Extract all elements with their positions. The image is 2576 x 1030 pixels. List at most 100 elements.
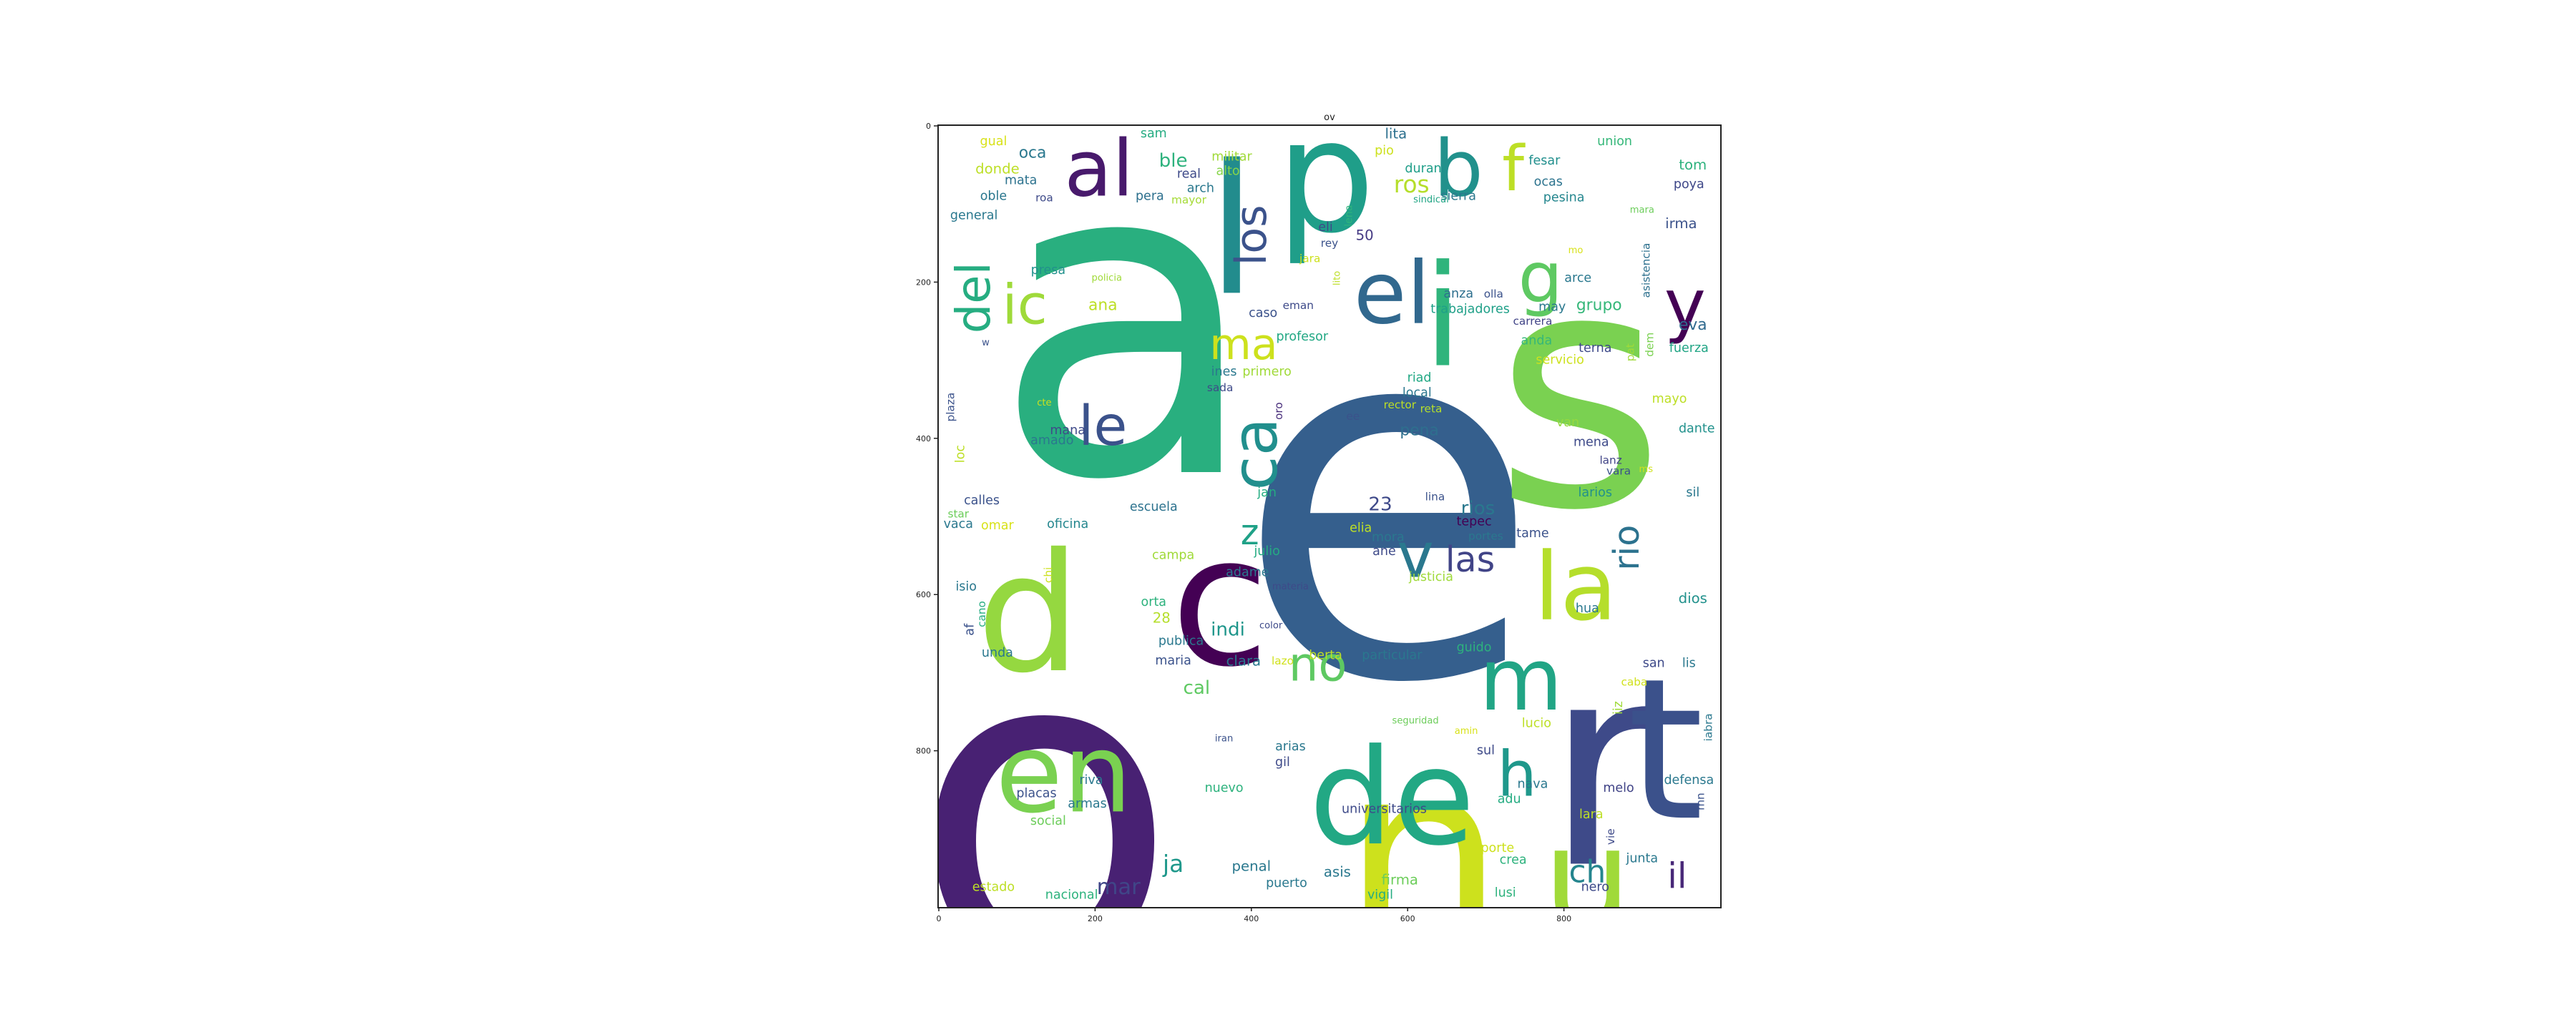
word-50: 50	[1356, 227, 1374, 243]
word-2: o	[910, 555, 1178, 1030]
x-tick-label: 0	[937, 914, 942, 923]
word-5: n	[1342, 706, 1505, 1006]
axes: 0 200 400 600 800 0 200 400 600 800	[916, 122, 1571, 923]
word-110: reta	[1420, 402, 1443, 415]
word-53: tom	[1679, 157, 1707, 173]
word-61: mata	[1005, 173, 1037, 187]
word-79: eli	[1318, 220, 1333, 235]
word-94: olla	[1484, 288, 1503, 300]
word-166: lucio	[1522, 716, 1551, 730]
word-190: asis	[1324, 863, 1351, 880]
word-163: unda	[982, 646, 1013, 660]
word-13: el	[1354, 244, 1430, 343]
word-124: cte	[1037, 398, 1051, 408]
word-127: calles	[964, 494, 1000, 508]
word-130: omar	[981, 519, 1014, 533]
word-29: ca	[1219, 418, 1292, 491]
word-185: mn	[1694, 793, 1707, 810]
word-18: b	[1434, 124, 1483, 215]
word-178: sul	[1477, 744, 1495, 758]
word-67: real	[1177, 167, 1201, 182]
word-66: alto	[1216, 164, 1239, 178]
word-151: publica	[1158, 634, 1204, 649]
word-195: nero	[1581, 881, 1609, 895]
word-162: caba	[1621, 676, 1647, 689]
word-8: i	[1423, 236, 1463, 399]
word-184: defensa	[1664, 773, 1714, 788]
word-14: de	[1309, 720, 1475, 875]
word-99: servicio	[1536, 353, 1584, 368]
word-68: arch	[1187, 181, 1214, 195]
word-147: isio	[955, 579, 977, 594]
word-161: lis	[1682, 656, 1696, 670]
word-80: rey	[1321, 237, 1338, 250]
word-40: indi	[1211, 619, 1245, 640]
word-25: no	[1289, 637, 1347, 692]
word-0: a	[992, 67, 1261, 576]
word-77: pesina	[1543, 190, 1585, 205]
word-57: lita	[1385, 125, 1407, 142]
word-168: iabra	[1702, 713, 1715, 741]
word-174: placas	[1016, 787, 1056, 801]
word-56: union	[1597, 134, 1632, 149]
word-150: orta	[1141, 595, 1167, 609]
word-102: fuerza	[1669, 341, 1709, 355]
word-165: amin	[1455, 726, 1478, 737]
word-82: jara	[1299, 252, 1320, 265]
word-186: junta	[1625, 851, 1658, 865]
chart-title: ov	[1324, 112, 1335, 123]
y-tick-label: 600	[916, 590, 931, 599]
word-105: primero	[1242, 365, 1292, 379]
word-65: militar	[1211, 150, 1252, 165]
word-26: ic	[1002, 274, 1048, 338]
word-7: t	[1627, 637, 1704, 864]
word-181: lara	[1579, 808, 1604, 822]
word-188: crea	[1500, 853, 1527, 867]
word-58: sam	[1141, 127, 1167, 141]
word-23: h	[1497, 737, 1536, 810]
word-75: fesar	[1528, 154, 1561, 168]
word-143: adame	[1226, 566, 1269, 580]
word-90: caso	[1249, 306, 1277, 320]
word-126: amado	[1030, 433, 1073, 448]
word-24: v	[1397, 519, 1434, 592]
word-135: elia	[1350, 521, 1372, 535]
word-48: pena	[1400, 421, 1438, 439]
word-64: general	[950, 209, 998, 223]
y-tick-label: 0	[926, 122, 931, 131]
word-136: tepec	[1456, 515, 1491, 529]
word-115: dante	[1679, 422, 1715, 436]
word-20: g	[1518, 237, 1563, 319]
word-44: ros	[1394, 171, 1430, 198]
word-156: berta	[1309, 648, 1342, 662]
word-193: vigil	[1367, 888, 1393, 903]
word-111: ee	[1346, 410, 1360, 423]
word-49: 23	[1368, 494, 1392, 516]
word-22: m	[1479, 631, 1563, 730]
word-177: universitarios	[1342, 803, 1427, 817]
word-180: adu	[1498, 792, 1521, 806]
word-107: riad	[1407, 371, 1432, 386]
word-173: riva	[1079, 773, 1103, 788]
word-21: y	[1664, 265, 1706, 346]
word-78: mara	[1630, 205, 1654, 215]
y-tick-label: 800	[916, 747, 931, 756]
word-6: d	[977, 519, 1081, 710]
word-146: chi	[1042, 567, 1055, 583]
word-194: lusi	[1495, 886, 1516, 900]
word-100: pat	[1624, 343, 1636, 361]
word-122: plaza	[944, 393, 957, 422]
word-81: lena	[1343, 205, 1355, 226]
word-164: seguridad	[1392, 716, 1439, 727]
word-33: las	[1445, 539, 1495, 580]
x-tick-label: 800	[1556, 914, 1571, 923]
word-30: los	[1226, 205, 1277, 265]
word-179: nava	[1517, 778, 1548, 792]
word-160: san	[1643, 656, 1665, 670]
word-88: policia	[1092, 273, 1122, 283]
word-125: mana	[1050, 423, 1085, 438]
word-60: donde	[975, 161, 1020, 177]
word-155: lazo	[1272, 654, 1294, 667]
word-12: u	[1543, 798, 1632, 961]
